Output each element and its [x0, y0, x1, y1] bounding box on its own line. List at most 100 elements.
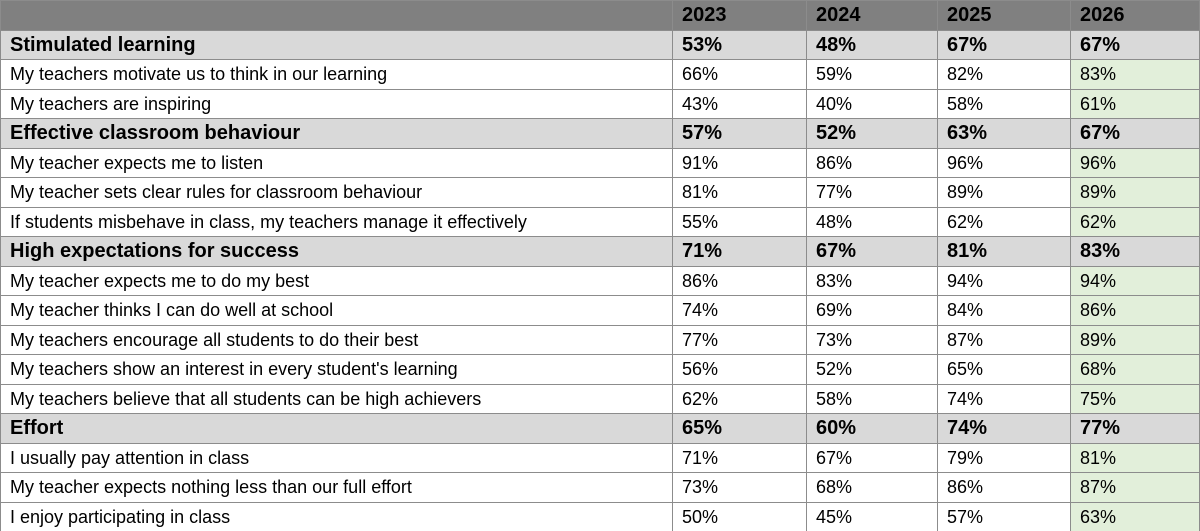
item-label: My teacher thinks I can do well at schoo…	[0, 295, 673, 326]
item-row: My teacher expects me to listen 91% 86% 96%…	[0, 147, 1200, 178]
item-value: 73%	[806, 324, 938, 355]
item-value: 61%	[1070, 88, 1200, 119]
group-value: 83%	[1070, 236, 1200, 267]
item-row: My teacher thinks I can do well at schoo…	[0, 295, 1200, 326]
item-value: 58%	[806, 383, 938, 414]
item-value: 73%	[672, 472, 807, 503]
item-value: 77%	[672, 324, 807, 355]
item-value: 89%	[937, 177, 1071, 208]
item-value: 75%	[1070, 383, 1200, 414]
group-title: Effort	[0, 413, 673, 444]
item-value: 96%	[937, 147, 1071, 178]
item-value: 57%	[937, 501, 1071, 531]
group-value: 53%	[672, 29, 807, 60]
group-value: 67%	[937, 29, 1071, 60]
item-value: 94%	[1070, 265, 1200, 296]
item-value: 43%	[672, 88, 807, 119]
item-value: 81%	[1070, 442, 1200, 473]
item-value: 81%	[672, 177, 807, 208]
item-row: My teachers motivate us to think in our …	[0, 59, 1200, 90]
item-row: I usually pay attention in class 71% 67% 79…	[0, 442, 1200, 473]
group-row: High expectations for success 71% 67% 81% 83…	[0, 236, 1200, 267]
group-value: 57%	[672, 118, 807, 149]
group-row: Effort 65% 60% 74% 77%	[0, 413, 1200, 444]
item-value: 65%	[937, 354, 1071, 385]
item-value: 83%	[806, 265, 938, 296]
item-value: 69%	[806, 295, 938, 326]
item-value: 84%	[937, 295, 1071, 326]
header-row: 2023 2024 2025 2026	[0, 0, 1200, 31]
item-value: 91%	[672, 147, 807, 178]
item-value: 86%	[806, 147, 938, 178]
group-title: High expectations for success	[0, 236, 673, 267]
item-label: My teacher expects nothing less than our…	[0, 472, 673, 503]
group-value: 67%	[1070, 118, 1200, 149]
item-value: 68%	[1070, 354, 1200, 385]
group-value: 67%	[1070, 29, 1200, 60]
item-value: 67%	[806, 442, 938, 473]
year-header: 2026	[1070, 0, 1200, 31]
item-label: My teachers show an interest in every st…	[0, 354, 673, 385]
item-value: 63%	[1070, 501, 1200, 531]
item-label: My teachers believe that all students ca…	[0, 383, 673, 414]
item-value: 87%	[1070, 472, 1200, 503]
item-value: 48%	[806, 206, 938, 237]
item-value: 86%	[672, 265, 807, 296]
year-header: 2024	[806, 0, 938, 31]
item-value: 71%	[672, 442, 807, 473]
item-row: If students misbehave in class, my teach…	[0, 206, 1200, 237]
group-value: 81%	[937, 236, 1071, 267]
item-value: 62%	[937, 206, 1071, 237]
item-row: My teacher expects me to do my best 86% 83…	[0, 265, 1200, 296]
item-value: 86%	[1070, 295, 1200, 326]
item-value: 74%	[672, 295, 807, 326]
item-value: 87%	[937, 324, 1071, 355]
item-value: 55%	[672, 206, 807, 237]
year-header: 2025	[937, 0, 1071, 31]
item-label: My teacher expects me to listen	[0, 147, 673, 178]
item-value: 40%	[806, 88, 938, 119]
item-row: My teachers believe that all students ca…	[0, 383, 1200, 414]
item-value: 96%	[1070, 147, 1200, 178]
group-value: 60%	[806, 413, 938, 444]
item-label: I usually pay attention in class	[0, 442, 673, 473]
item-row: I enjoy participating in class 50% 45% 57% 6…	[0, 501, 1200, 531]
item-value: 74%	[937, 383, 1071, 414]
year-header: 2023	[672, 0, 807, 31]
item-row: My teacher expects nothing less than our…	[0, 472, 1200, 503]
item-value: 83%	[1070, 59, 1200, 90]
item-value: 50%	[672, 501, 807, 531]
item-value: 68%	[806, 472, 938, 503]
item-value: 62%	[672, 383, 807, 414]
group-title: Effective classroom behaviour	[0, 118, 673, 149]
item-value: 89%	[1070, 324, 1200, 355]
corner-cell	[0, 0, 673, 31]
item-value: 82%	[937, 59, 1071, 90]
item-label: My teachers are inspiring	[0, 88, 673, 119]
item-label: My teacher expects me to do my best	[0, 265, 673, 296]
item-value: 89%	[1070, 177, 1200, 208]
item-label: If students misbehave in class, my teach…	[0, 206, 673, 237]
item-row: My teachers show an interest in every st…	[0, 354, 1200, 385]
item-value: 79%	[937, 442, 1071, 473]
item-label: I enjoy participating in class	[0, 501, 673, 531]
group-value: 52%	[806, 118, 938, 149]
item-value: 86%	[937, 472, 1071, 503]
item-value: 58%	[937, 88, 1071, 119]
item-value: 66%	[672, 59, 807, 90]
group-value: 74%	[937, 413, 1071, 444]
item-row: My teachers encourage all students to do…	[0, 324, 1200, 355]
group-row: Effective classroom behaviour 57% 52% 63% 67…	[0, 118, 1200, 149]
item-value: 77%	[806, 177, 938, 208]
group-title: Stimulated learning	[0, 29, 673, 60]
item-value: 59%	[806, 59, 938, 90]
group-value: 63%	[937, 118, 1071, 149]
group-row: Stimulated learning 53% 48% 67% 67%	[0, 29, 1200, 60]
item-value: 56%	[672, 354, 807, 385]
item-value: 52%	[806, 354, 938, 385]
item-label: My teacher sets clear rules for classroo…	[0, 177, 673, 208]
group-value: 67%	[806, 236, 938, 267]
